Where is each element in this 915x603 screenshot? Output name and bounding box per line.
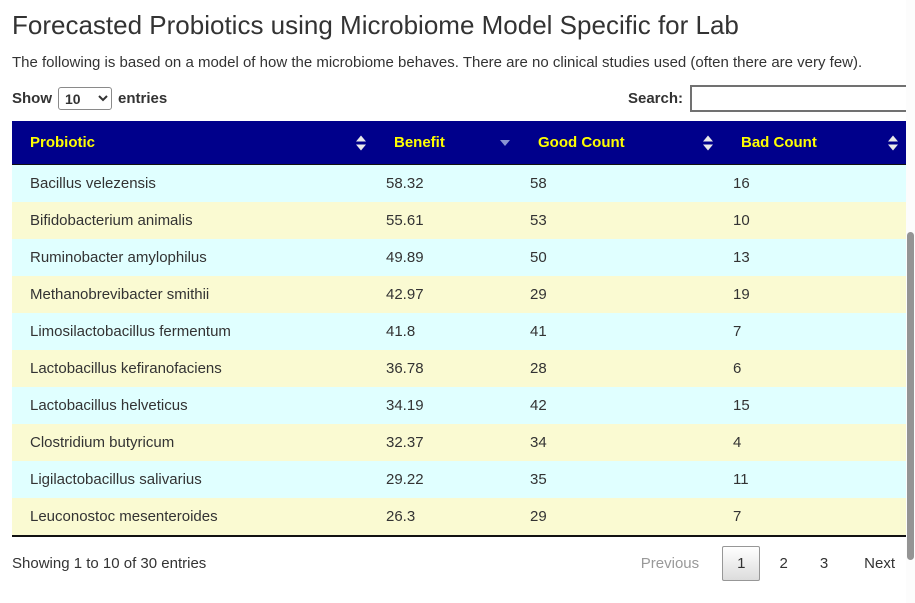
cell-probiotic: Leuconostoc mesenteroides [30, 508, 218, 525]
cell-bad-count: 10 [733, 212, 750, 229]
cell-good-count: 58 [530, 175, 547, 192]
cell-good-count: 28 [530, 360, 547, 377]
cell-good-count: 29 [530, 508, 547, 525]
cell-probiotic: Lactobacillus kefiranofaciens [30, 360, 222, 377]
sort-down-icon [500, 139, 510, 146]
page-button-1[interactable]: 1 [722, 546, 761, 581]
table-row: Limosilactobacillus fermentum 41.8 41 7 [12, 313, 908, 350]
cell-bad-count: 19 [733, 286, 750, 303]
scrollbar-thumb[interactable] [907, 232, 914, 560]
cell-benefit: 42.97 [386, 286, 424, 303]
entries-select[interactable]: 10 [58, 87, 112, 110]
pagination: Previous 1 2 3 Next [622, 546, 908, 581]
cell-probiotic: Bifidobacterium animalis [30, 212, 193, 229]
cell-bad-count: 7 [733, 323, 742, 340]
cell-benefit: 55.61 [386, 212, 424, 229]
cell-probiotic: Ligilactobacillus salivarius [30, 471, 202, 488]
entries-label: entries [118, 90, 168, 107]
cell-bad-count: 15 [733, 397, 750, 414]
show-label: Show [12, 90, 52, 107]
cell-benefit: 36.78 [386, 360, 424, 377]
table-row: Clostridium butyricum 32.37 34 4 [12, 424, 908, 461]
cell-good-count: 42 [530, 397, 547, 414]
search-control: Search: [628, 85, 908, 112]
cell-bad-count: 13 [733, 249, 750, 266]
table-controls: Show 10 entries Search: [12, 85, 908, 112]
table-row: Ruminobacter amylophilus 49.89 50 13 [12, 239, 908, 276]
probiotics-table: Probiotic Benefit Good Count [12, 121, 908, 537]
cell-bad-count: 7 [733, 508, 742, 525]
cell-benefit: 26.3 [386, 508, 416, 525]
page-subtitle: The following is based on a model of how… [12, 54, 863, 71]
cell-good-count: 50 [530, 249, 547, 266]
cell-benefit: 49.89 [386, 249, 424, 266]
cell-bad-count: 6 [733, 360, 742, 377]
page-title: Forecasted Probiotics using Microbiome M… [12, 10, 739, 40]
cell-good-count: 53 [530, 212, 547, 229]
sort-up-down-icon [888, 135, 898, 150]
table-info: Showing 1 to 10 of 30 entries [12, 555, 207, 572]
table-row: Ligilactobacillus salivarius 29.22 35 11 [12, 461, 908, 498]
cell-good-count: 35 [530, 471, 547, 488]
table-row: Lactobacillus kefiranofaciens 36.78 28 6 [12, 350, 908, 387]
table-footer: Showing 1 to 10 of 30 entries Previous 1… [12, 546, 908, 581]
cell-bad-count: 16 [733, 175, 750, 192]
cell-benefit: 41.8 [386, 323, 416, 340]
column-label: Benefit [394, 134, 445, 151]
header-row: Probiotic Benefit Good Count [12, 121, 908, 165]
previous-button[interactable]: Previous [640, 555, 700, 572]
search-label: Search: [627, 90, 683, 107]
cell-good-count: 34 [530, 434, 547, 451]
table-row: Lactobacillus helveticus 34.19 42 15 [12, 387, 908, 424]
column-header-good-count[interactable]: Good Count [520, 121, 723, 165]
next-button[interactable]: Next [864, 555, 895, 572]
cell-bad-count: 11 [733, 471, 749, 488]
column-label: Good Count [538, 134, 625, 151]
cell-good-count: 29 [530, 286, 547, 303]
cell-good-count: 41 [530, 323, 547, 340]
cell-benefit: 58.32 [386, 175, 424, 192]
table-row: Methanobrevibacter smithii 42.97 29 19 [12, 276, 908, 313]
column-header-benefit[interactable]: Benefit [376, 121, 520, 165]
cell-benefit: 29.22 [386, 471, 424, 488]
page-length-control: Show 10 entries [12, 87, 167, 110]
cell-probiotic: Bacillus velezensis [30, 175, 156, 192]
cell-probiotic: Lactobacillus helveticus [30, 397, 188, 414]
cell-probiotic: Methanobrevibacter smithii [30, 286, 210, 303]
table-row: Bifidobacterium animalis 55.61 53 10 [12, 202, 908, 239]
cell-probiotic: Limosilactobacillus fermentum [30, 323, 231, 340]
column-header-bad-count[interactable]: Bad Count [723, 121, 908, 165]
cell-bad-count: 4 [733, 434, 742, 451]
sort-up-down-icon [703, 135, 713, 150]
search-input[interactable] [690, 85, 908, 112]
table-row: Bacillus velezensis 58.32 58 16 [12, 164, 908, 202]
cell-probiotic: Clostridium butyricum [30, 434, 175, 451]
cell-benefit: 32.37 [386, 434, 424, 451]
page-button-3[interactable]: 3 [819, 555, 829, 572]
table-row: Leuconostoc mesenteroides 26.3 29 7 [12, 498, 908, 536]
page-button-2[interactable]: 2 [779, 555, 788, 572]
column-label: Probiotic [30, 134, 96, 151]
cell-probiotic: Ruminobacter amylophilus [30, 249, 207, 266]
cell-benefit: 34.19 [386, 397, 424, 414]
column-label: Bad Count [741, 134, 817, 151]
sort-up-down-icon [356, 135, 366, 150]
column-header-probiotic[interactable]: Probiotic [12, 121, 376, 165]
